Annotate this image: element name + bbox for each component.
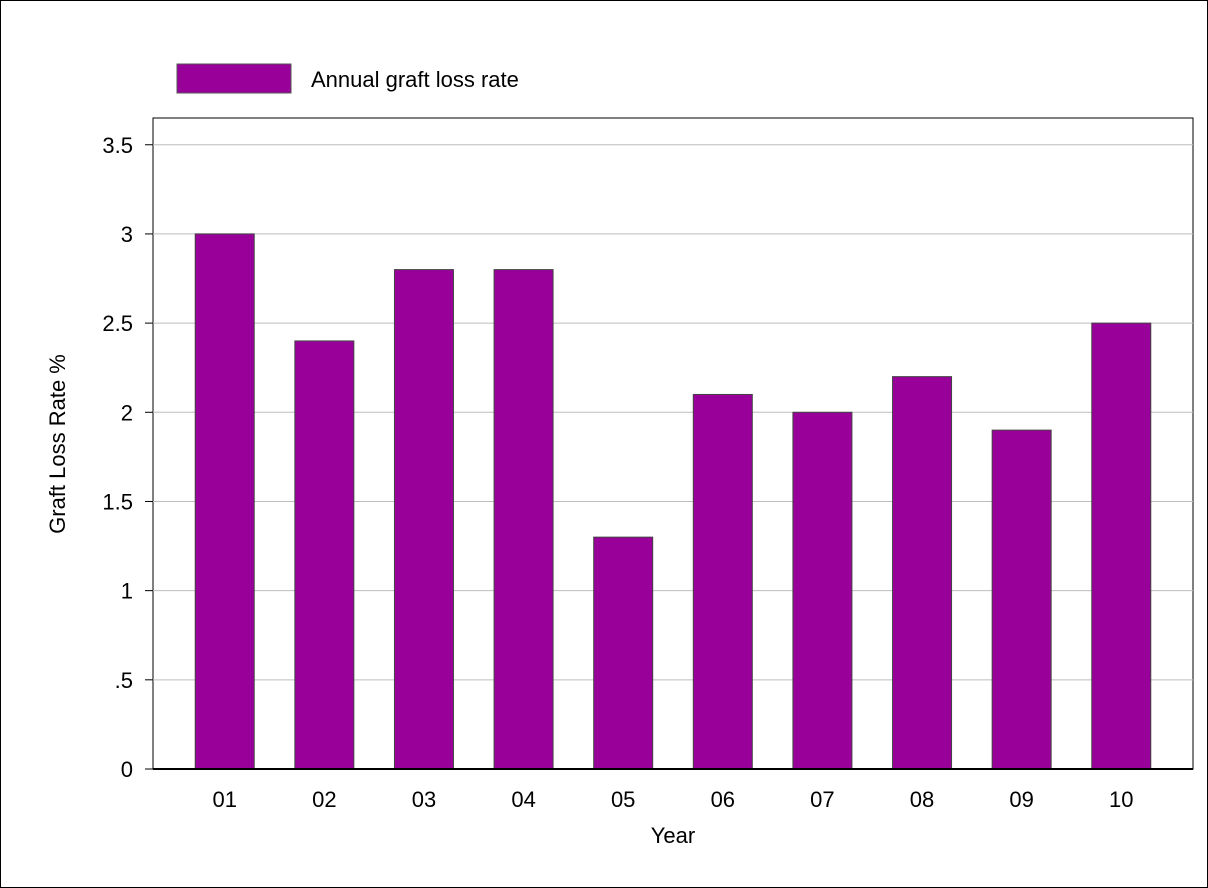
legend-label: Annual graft loss rate bbox=[311, 67, 519, 92]
bar bbox=[294, 340, 355, 770]
y-axis: 0 .5 1 1.5 2 2.5 3 3.5 bbox=[102, 133, 153, 782]
y-axis-label: Graft Loss Rate % bbox=[45, 354, 70, 534]
x-tick-label: 08 bbox=[910, 787, 934, 812]
bar bbox=[194, 233, 255, 770]
bar bbox=[892, 376, 953, 770]
legend-swatch bbox=[176, 63, 292, 94]
y-tick-label: 1.5 bbox=[102, 489, 133, 514]
y-tick-label: 1 bbox=[121, 579, 133, 604]
bar bbox=[393, 269, 454, 770]
y-tick-label: 3 bbox=[121, 222, 133, 247]
bar bbox=[692, 393, 753, 770]
bar bbox=[593, 536, 654, 770]
x-axis: 01 02 03 04 05 06 07 08 09 10 bbox=[212, 787, 1133, 812]
x-tick-label: 09 bbox=[1009, 787, 1033, 812]
y-tick-label: 2.5 bbox=[102, 311, 133, 336]
bar bbox=[991, 429, 1052, 770]
bar bbox=[1091, 322, 1152, 770]
x-tick-label: 04 bbox=[511, 787, 535, 812]
x-axis-label: Year bbox=[651, 823, 695, 848]
x-tick-label: 03 bbox=[412, 787, 436, 812]
bar bbox=[792, 411, 853, 770]
y-tick-label: 0 bbox=[121, 757, 133, 782]
bar bbox=[493, 269, 554, 770]
legend: Annual graft loss rate bbox=[176, 63, 519, 94]
x-tick-label: 05 bbox=[611, 787, 635, 812]
x-tick-label: 01 bbox=[212, 787, 236, 812]
y-tick-label: .5 bbox=[115, 668, 133, 693]
x-tick-label: 07 bbox=[810, 787, 834, 812]
y-tick-label: 3.5 bbox=[102, 133, 133, 158]
x-tick-label: 02 bbox=[312, 787, 336, 812]
x-tick-label: 10 bbox=[1109, 787, 1133, 812]
y-tick-label: 2 bbox=[121, 400, 133, 425]
x-tick-label: 06 bbox=[711, 787, 735, 812]
bars bbox=[194, 233, 1152, 770]
